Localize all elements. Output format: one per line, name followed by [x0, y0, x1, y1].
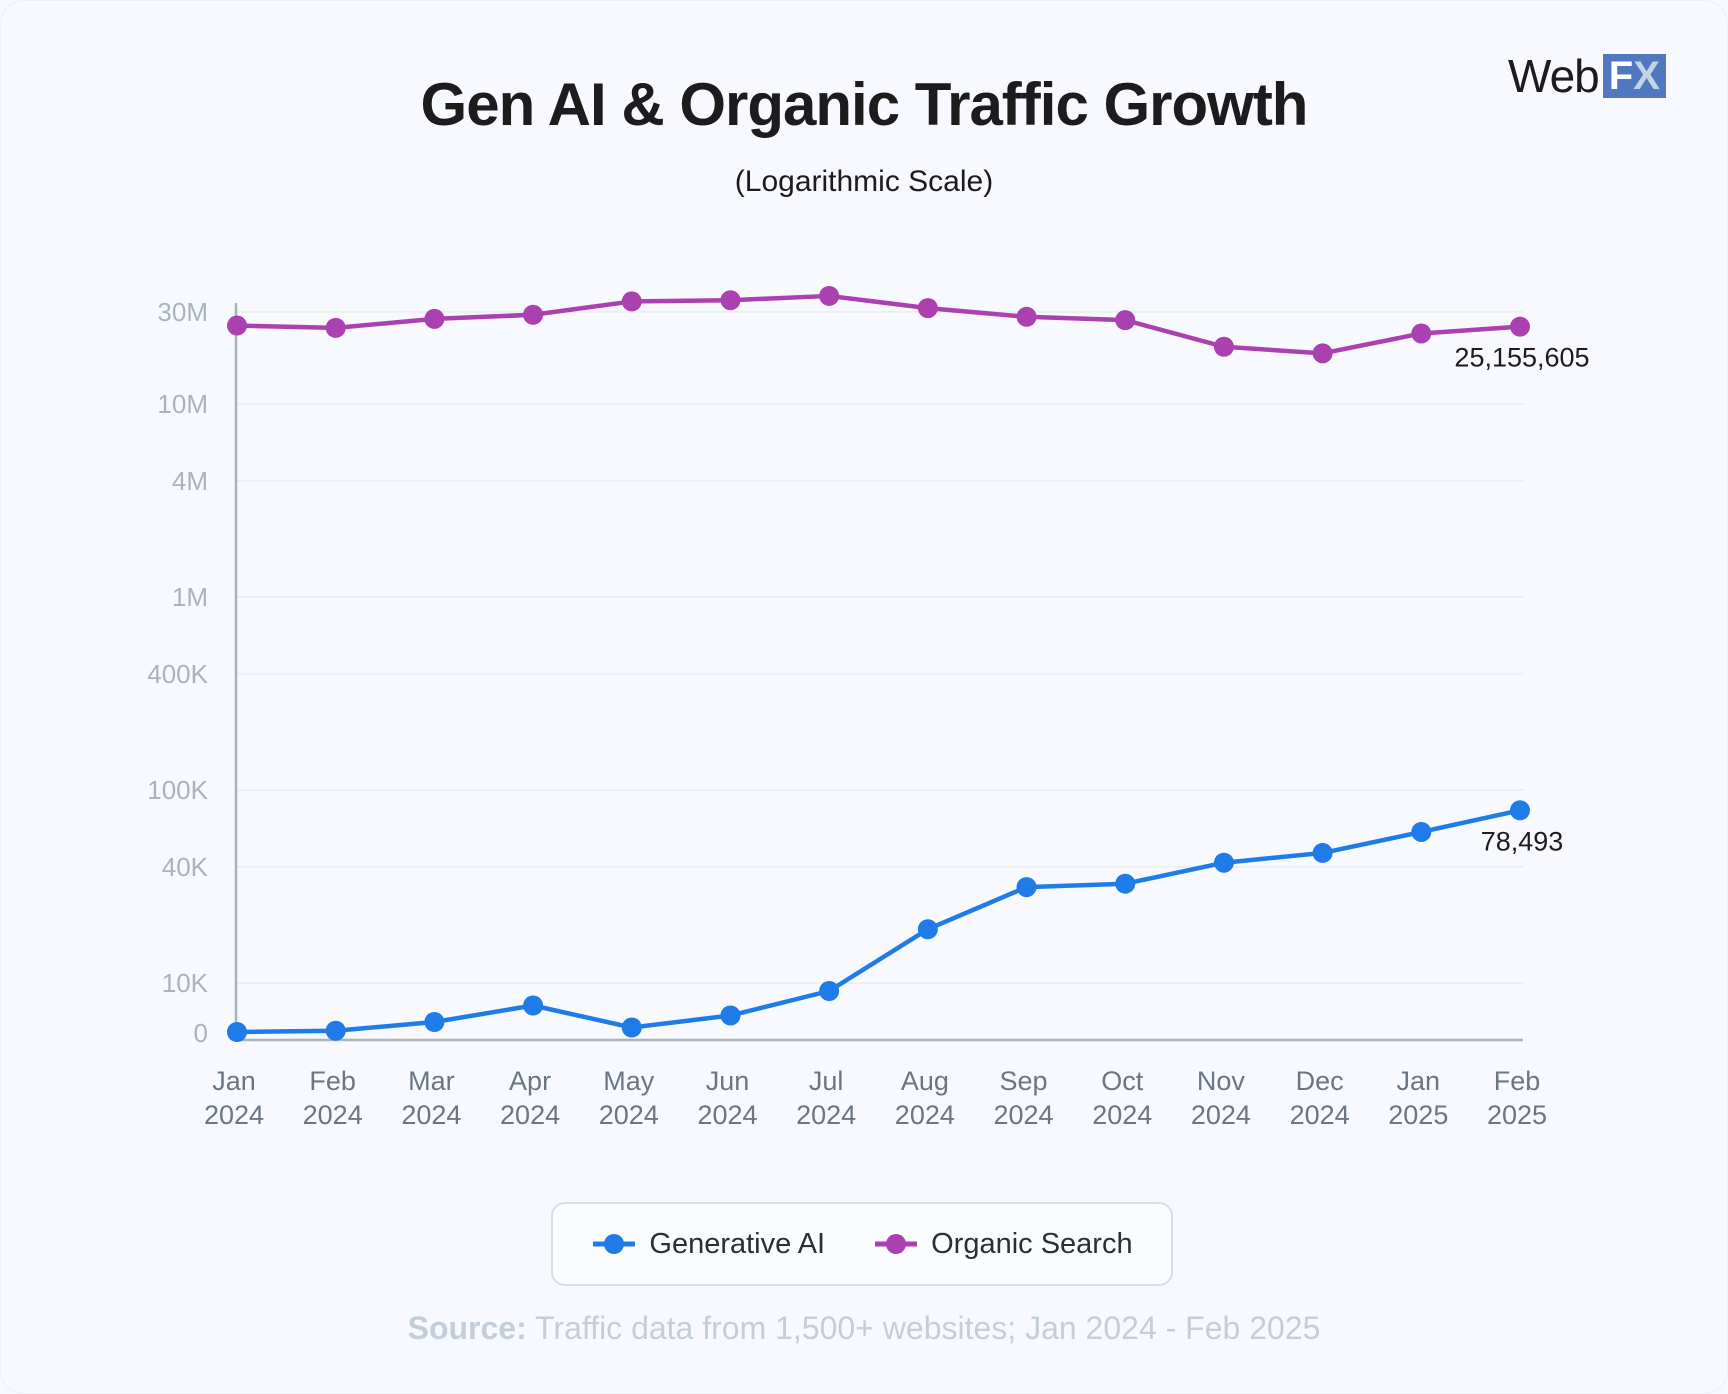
- data-point: [1213, 336, 1234, 357]
- x-tick-label: Mar: [408, 1066, 455, 1096]
- data-label: 25,155,605: [1454, 343, 1589, 373]
- legend-label: Generative AI: [649, 1227, 826, 1260]
- y-tick-label: 400K: [147, 659, 208, 689]
- data-point: [917, 919, 938, 940]
- data-point: [1312, 343, 1333, 364]
- x-tick-label: Oct: [1101, 1066, 1144, 1096]
- x-tick-label: May: [603, 1066, 655, 1096]
- data-point: [1016, 877, 1037, 898]
- data-point: [325, 1020, 346, 1041]
- x-tick-label: 2024: [500, 1100, 560, 1130]
- x-tick-label: 2024: [796, 1100, 856, 1130]
- legend-marker-generative-ai: [593, 1234, 636, 1254]
- data-point: [424, 308, 445, 329]
- data-point: [1016, 306, 1037, 327]
- x-tick-label: Nov: [1197, 1066, 1246, 1096]
- x-tick-label: Jul: [809, 1066, 844, 1096]
- x-tick-label: Sep: [1000, 1066, 1048, 1096]
- data-point: [1510, 800, 1530, 821]
- legend-marker-organic-search: [875, 1234, 918, 1254]
- x-tick-label: 2024: [697, 1100, 757, 1130]
- data-point: [720, 290, 741, 311]
- x-tick-label: Feb: [1494, 1066, 1541, 1096]
- data-point: [523, 995, 544, 1016]
- legend-item-organic-search[interactable]: Organic Search: [873, 1228, 1133, 1261]
- x-tick-label: 2024: [1092, 1100, 1152, 1130]
- y-tick-label: 40K: [162, 852, 209, 882]
- x-tick-label: Apr: [509, 1066, 551, 1096]
- y-tick-label: 30M: [157, 297, 208, 327]
- data-point: [1312, 842, 1333, 863]
- x-tick-label: 2024: [204, 1100, 264, 1130]
- x-tick-label: Aug: [901, 1066, 949, 1096]
- x-tick-label: 2024: [599, 1100, 659, 1130]
- data-point: [1115, 873, 1136, 894]
- data-point: [227, 315, 247, 336]
- series-line-generative-ai: [236, 808, 1521, 1035]
- data-point: [227, 1022, 247, 1042]
- source-text: Traffic data from 1,500+ websites; Jan 2…: [535, 1310, 1321, 1346]
- x-tick-label: 2025: [1487, 1100, 1547, 1130]
- x-tick-label: 2024: [993, 1100, 1053, 1130]
- x-tick-label: 2024: [401, 1100, 461, 1130]
- y-tick-label: 10M: [157, 389, 208, 419]
- x-tick-label: Jun: [706, 1066, 750, 1096]
- data-point: [819, 981, 840, 1001]
- x-tick-label: 2024: [895, 1100, 955, 1130]
- data-point: [1115, 310, 1136, 331]
- x-tick-label: Feb: [309, 1066, 356, 1096]
- logo-web: Web: [1508, 50, 1600, 102]
- y-tick-label: 10K: [162, 968, 209, 998]
- data-label: 78,493: [1481, 826, 1564, 856]
- data-point: [819, 285, 840, 306]
- data-point: [1411, 323, 1432, 344]
- data-point: [1411, 821, 1432, 842]
- data-point: [1510, 316, 1530, 337]
- data-point: [523, 304, 544, 325]
- data-point: [424, 1012, 445, 1032]
- legend: Generative AI Organic Search: [551, 1202, 1173, 1286]
- x-tick-label: Jan: [1397, 1066, 1441, 1096]
- source-label: Source:: [407, 1310, 527, 1346]
- x-tick-label: 2024: [1191, 1100, 1251, 1130]
- chart-subtitle: (Logarithmic Scale): [734, 165, 994, 198]
- series-line-organic-search: [236, 293, 1521, 356]
- data-point: [917, 298, 938, 319]
- data-point: [720, 1005, 741, 1026]
- legend-item-generative-ai[interactable]: Generative AI: [591, 1228, 825, 1261]
- chart-title: Gen AI & Organic Traffic Growth: [420, 71, 1309, 138]
- x-tick-label: 2024: [1290, 1100, 1350, 1130]
- logo-fx: FX: [1602, 54, 1666, 98]
- data-point: [325, 317, 346, 338]
- data-point: [621, 1017, 642, 1038]
- y-tick-label: 4M: [172, 466, 208, 496]
- data-point: [1213, 852, 1234, 873]
- data-point: [621, 291, 642, 312]
- y-tick-label: 100K: [147, 775, 208, 805]
- x-tick-label: 2024: [303, 1100, 363, 1130]
- webfx-logo: Web FX: [1508, 50, 1666, 102]
- x-tick-label: 2025: [1388, 1100, 1448, 1130]
- x-tick-label: Jan: [212, 1066, 256, 1096]
- line-chart: 0 10K 40K 100K 400K 1M 4M 10M 30M Jan 2024 Feb 2024 M…: [147, 285, 1590, 1130]
- x-tick-label: Dec: [1296, 1066, 1344, 1096]
- source-note: Source: Traffic data from 1,500+ website…: [0, 1310, 1728, 1347]
- y-tick-label: 1M: [172, 582, 208, 612]
- y-tick-label: 0: [194, 1018, 208, 1048]
- legend-label: Organic Search: [931, 1227, 1133, 1260]
